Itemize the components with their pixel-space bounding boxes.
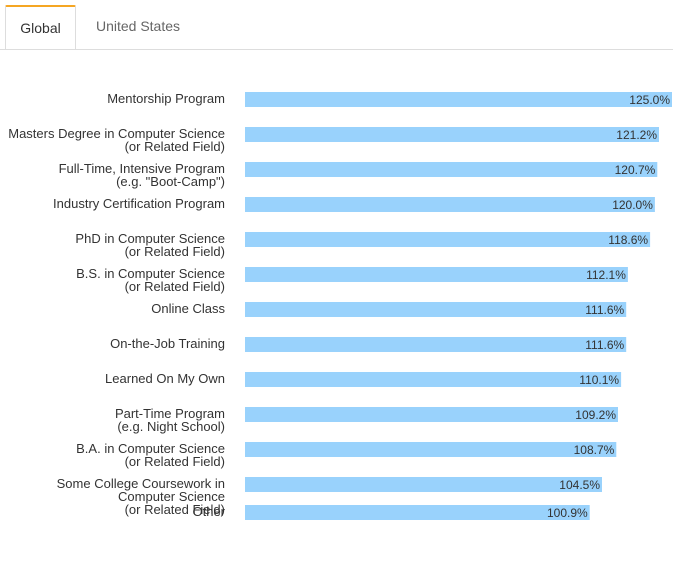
bar <box>245 267 628 282</box>
category-label: B.S. in Computer Science <box>76 266 225 281</box>
category-label: (or Related Field) <box>125 244 225 259</box>
bar <box>245 337 627 352</box>
tab-united-states[interactable]: United States <box>95 18 181 34</box>
category-label: Industry Certification Program <box>53 196 225 211</box>
category-label: B.A. in Computer Science <box>76 441 225 456</box>
category-label: On-the-Job Training <box>110 336 225 351</box>
category-label: Other <box>192 504 225 519</box>
bar <box>245 92 672 107</box>
category-label: (e.g. Night School) <box>117 419 225 434</box>
tab-global[interactable]: Global <box>5 5 76 49</box>
tab-bar: Global United States <box>0 5 673 50</box>
bar <box>245 407 618 422</box>
data-label: 118.6% <box>608 233 648 247</box>
category-label: Mentorship Program <box>107 91 225 106</box>
category-label: (or Related Field) <box>125 139 225 154</box>
category-label: (or Related Field) <box>125 502 225 517</box>
data-label: 110.1% <box>579 373 619 387</box>
data-label: 112.1% <box>586 268 626 282</box>
category-label: Learned On My Own <box>105 371 225 386</box>
category-label: Part-Time Program <box>115 406 225 421</box>
data-label: 125.0% <box>629 93 670 107</box>
category-label: Computer Science <box>118 489 225 504</box>
data-label: 111.6% <box>585 338 624 352</box>
data-label: 104.5% <box>559 478 600 492</box>
category-label: Full-Time, Intensive Program <box>59 161 225 176</box>
bar <box>245 302 627 317</box>
data-label: 109.2% <box>575 408 616 422</box>
category-label: Some College Coursework in <box>57 476 225 491</box>
data-label: 111.6% <box>585 303 624 317</box>
category-label: Online Class <box>151 301 225 316</box>
bar <box>245 197 655 212</box>
bar <box>245 477 602 492</box>
bar <box>245 162 658 177</box>
bar <box>245 372 622 387</box>
bar <box>245 232 651 247</box>
data-label: 108.7% <box>574 443 615 457</box>
category-label: (e.g. "Boot-Camp") <box>116 174 225 189</box>
data-label: 121.2% <box>616 128 657 142</box>
category-label: PhD in Computer Science <box>75 231 225 246</box>
bar <box>245 127 659 142</box>
data-label: 100.9% <box>547 506 588 520</box>
data-label: 120.7% <box>615 163 656 177</box>
data-label: 120.0% <box>612 198 653 212</box>
category-label: (or Related Field) <box>125 454 225 469</box>
bar <box>245 442 617 457</box>
category-label: (or Related Field) <box>125 279 225 294</box>
category-label: Masters Degree in Computer Science <box>8 126 225 141</box>
bar <box>245 505 590 520</box>
